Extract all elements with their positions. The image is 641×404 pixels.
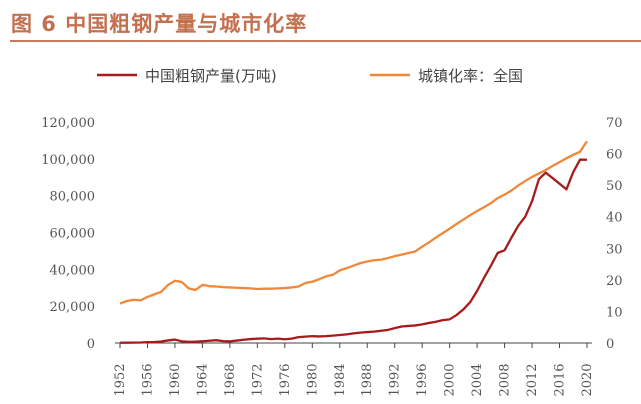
x-tick-label: 2004 xyxy=(470,363,485,396)
x-tick-label: 1956 xyxy=(140,363,155,396)
series-line-0 xyxy=(119,158,588,344)
y-left-tick-label: 80,000 xyxy=(50,190,96,205)
x-tick-label: 1968 xyxy=(223,363,238,396)
y-right-tick-label: 40 xyxy=(606,211,623,226)
x-tick-label: 1996 xyxy=(415,363,430,396)
y-right-tick-label: 50 xyxy=(606,179,623,194)
x-tick-label: 1964 xyxy=(195,363,210,396)
legend-label-1: 城镇化率：全国 xyxy=(418,67,523,85)
x-tick-label: 1980 xyxy=(305,363,320,396)
y-left-tick-label: 120,000 xyxy=(41,116,95,131)
series-line-1 xyxy=(119,140,588,305)
x-tick-label: 2008 xyxy=(498,363,513,396)
y-left-tick-label: 100,000 xyxy=(41,153,95,168)
y-left-tick-label: 60,000 xyxy=(50,227,96,242)
y-right-tick-label: 0 xyxy=(606,337,614,352)
x-tick-label: 1960 xyxy=(168,363,183,396)
x-tick-label: 1988 xyxy=(360,363,375,396)
x-tick-label: 2012 xyxy=(525,363,540,396)
y-right-tick-label: 10 xyxy=(606,305,623,320)
x-tick-label: 2016 xyxy=(553,363,568,396)
x-tick-label: 1972 xyxy=(250,363,265,396)
y-right-tick-label: 30 xyxy=(606,242,623,257)
chart-title: 图 6 中国粗钢产量与城市化率 xyxy=(11,12,308,36)
y-left-tick-label: 0 xyxy=(87,337,95,352)
legend-label-0: 中国粗钢产量(万吨) xyxy=(145,67,277,85)
x-tick-label: 2020 xyxy=(580,363,595,396)
y-left-tick-label: 20,000 xyxy=(50,300,96,315)
y-right-tick-label: 60 xyxy=(606,148,623,163)
x-tick-label: 1976 xyxy=(278,363,293,396)
x-tick-label: 1952 xyxy=(113,363,128,396)
x-tick-label: 1992 xyxy=(388,363,403,396)
x-tick-label: 2000 xyxy=(443,363,458,396)
x-tick-label: 1984 xyxy=(333,363,348,396)
y-right-tick-label: 70 xyxy=(606,116,623,131)
y-right-tick-label: 20 xyxy=(606,274,623,289)
title-divider xyxy=(10,40,641,42)
y-left-tick-label: 40,000 xyxy=(50,263,96,278)
